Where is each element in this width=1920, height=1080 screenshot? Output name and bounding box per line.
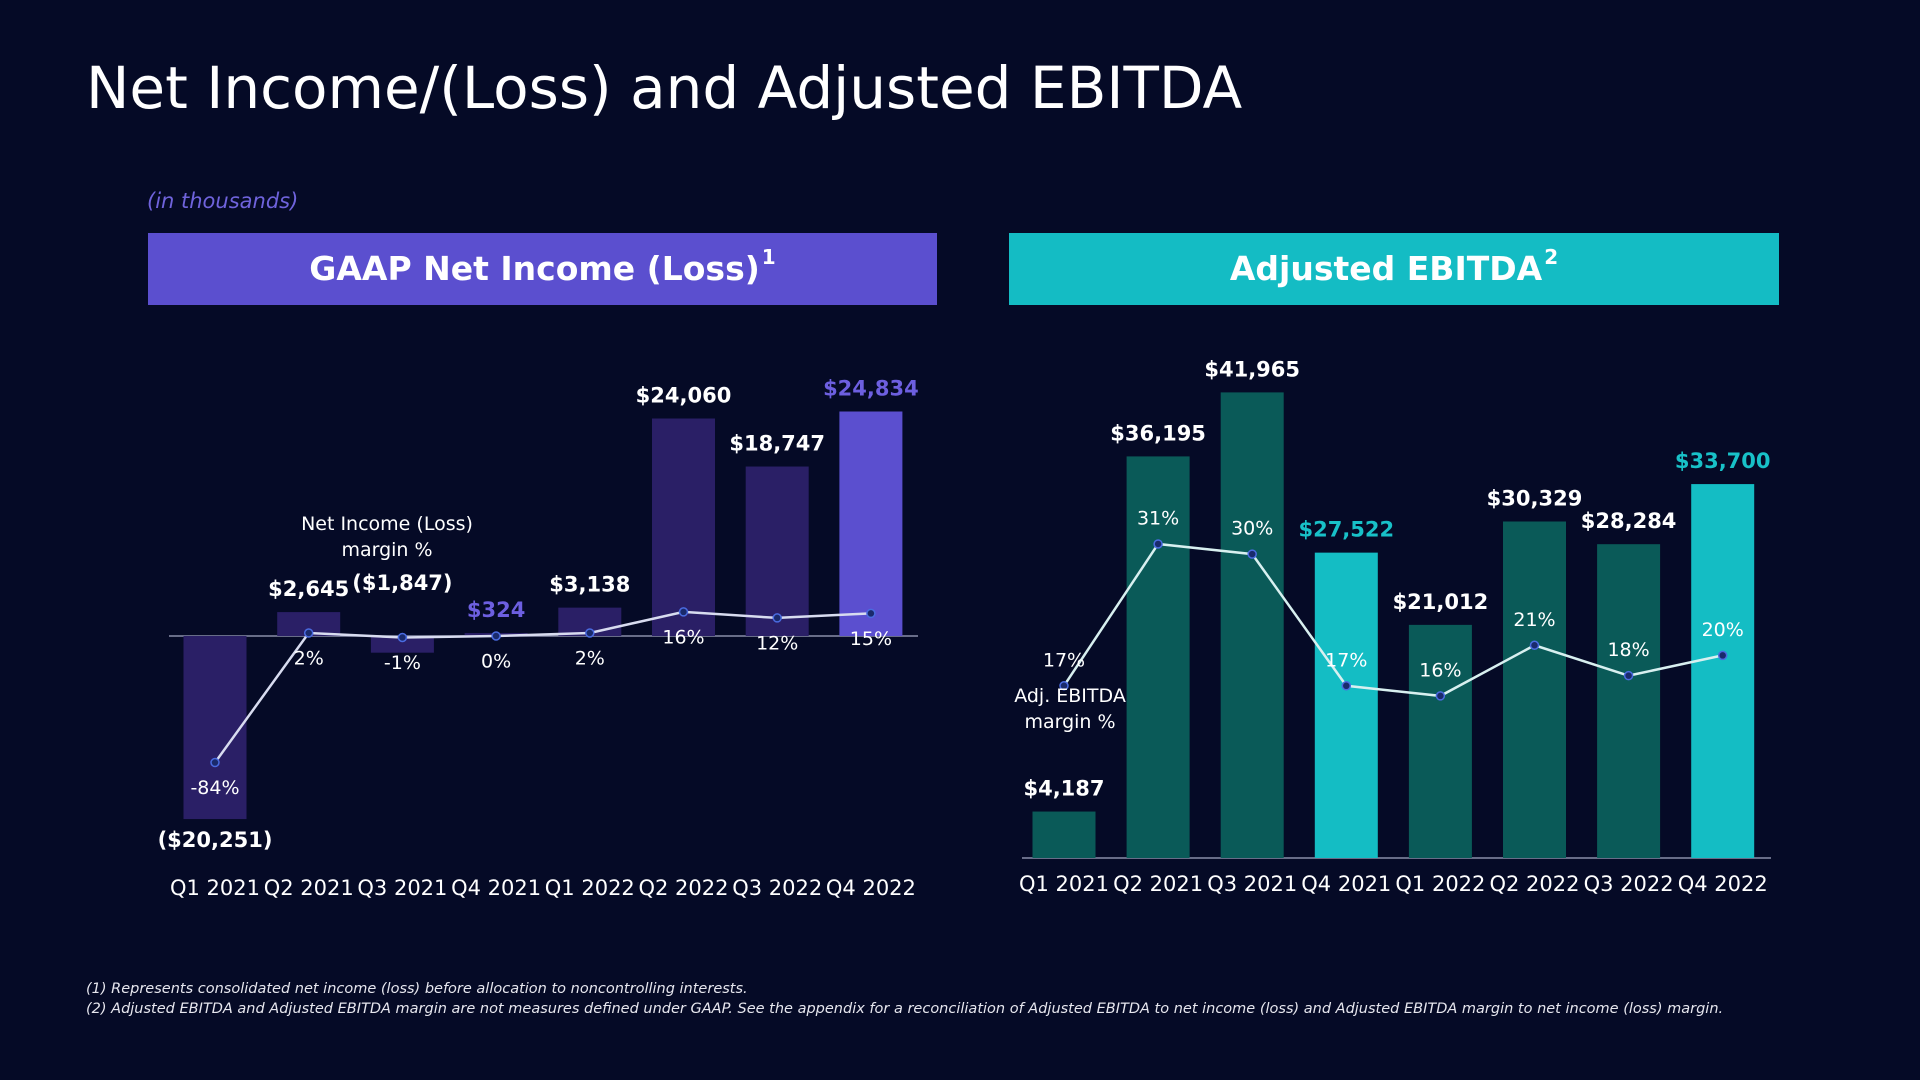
bar [1220,392,1284,858]
x-tick-label: Q4 2022 [1678,872,1768,896]
margin-label: 15% [850,628,892,650]
value-label: $324 [467,598,525,622]
value-label: $24,834 [823,377,919,401]
x-tick-label: Q2 2022 [1489,872,1579,896]
chart-header [1009,233,1779,305]
margin-point [1247,549,1257,559]
margin-label: 2% [294,647,324,669]
x-tick-label: Q2 2021 [264,876,354,900]
chart-title-marker: 1 [762,245,776,269]
margin-label: 21% [1513,609,1555,631]
x-tick-label: Q4 2022 [826,876,916,900]
margin-point [585,628,595,638]
series-annotation: Net Income (Loss) margin % [301,513,473,561]
x-tick-label: Q1 2022 [545,876,635,900]
chart-title: GAAP Net Income (Loss) [309,249,760,288]
value-label: $33,700 [1675,449,1771,473]
margin-label: 31% [1137,507,1179,529]
value-label: $2,645 [268,577,349,601]
value-label: $30,329 [1487,486,1583,510]
footnote: (2) Adjusted EBITDA and Adjusted EBITDA … [86,1001,1723,1017]
chart-header [148,233,937,305]
units-note: (in thousands) [147,189,298,213]
margin-point [1623,670,1634,681]
bar [1408,624,1472,858]
chart-title: Adjusted EBITDA [1230,249,1543,288]
x-tick-label: Q3 2021 [357,876,447,900]
margin-point [772,613,782,623]
bar [1126,456,1190,858]
value-label: $28,284 [1581,509,1677,533]
margin-point [1529,640,1540,651]
x-tick-label: Q1 2021 [1019,872,1109,896]
annotation-box: Net Income (Loss) margin % [301,513,473,561]
margin-point [1059,681,1069,691]
bar [1503,521,1566,858]
x-tick-label: Q2 2021 [1113,872,1203,896]
value-label: ($20,251) [158,828,273,852]
x-tick-label: Q3 2021 [1207,872,1297,896]
slide-title: Net Income/(Loss) and Adjusted EBITDA [86,54,1243,122]
bar [277,612,341,636]
x-tick-label: Q4 2021 [1301,872,1391,896]
value-label: ($1,847) [352,571,452,595]
margin-point [678,607,689,617]
margin-label: 30% [1231,518,1273,540]
margin-label: 0% [481,651,511,673]
margin-label: 17% [1325,649,1367,671]
margin-label: 18% [1607,639,1649,661]
margin-label: -1% [384,652,421,674]
bar [1314,552,1378,858]
x-tick-label: Q3 2022 [1584,872,1674,896]
bar [1691,484,1755,858]
bar [1032,811,1096,858]
footnote: (1) Represents consolidated net income (… [86,981,748,997]
margin-label: 17% [1043,649,1085,671]
margin-point [303,628,314,638]
margin-line [1062,542,1723,698]
value-label: $4,187 [1023,777,1104,801]
margin-point [210,757,220,768]
x-tick-label: Q3 2022 [732,876,822,900]
x-tick-label: Q4 2021 [451,876,541,900]
value-label: $18,747 [729,432,825,456]
margin-point [1435,691,1446,701]
annotation-box: Adj. EBITDA margin % [1014,685,1126,733]
bar [839,411,903,636]
margin-label: -84% [190,777,239,799]
bar [745,466,809,636]
margin-label: 20% [1702,619,1744,641]
margin-line [213,610,871,764]
value-label: $21,012 [1393,590,1489,614]
chart-header-title: Adjusted EBITDA 2 [1230,245,1558,288]
bar [1597,544,1661,858]
margin-point [491,631,501,641]
value-label: $24,060 [636,383,732,407]
chart-title-marker: 2 [1544,245,1558,269]
margin-label: 2% [575,647,605,669]
value-label: $36,195 [1110,421,1206,445]
bar [183,636,247,820]
margin-point [397,632,408,643]
margin-point [1717,650,1728,661]
margin-label: 12% [756,632,798,654]
chart-header-title: GAAP Net Income (Loss) 1 [309,245,775,288]
x-tick-label: Q1 2021 [170,876,260,900]
margin-label: 16% [1419,659,1461,681]
margin-point [1153,539,1163,549]
value-label: $41,965 [1204,357,1300,381]
value-label: $3,138 [549,573,630,597]
bar [370,636,434,653]
x-tick-label: Q1 2022 [1395,872,1485,896]
bar [652,418,715,636]
series-annotation: Adj. EBITDA margin % [1014,685,1126,733]
margin-point [1341,681,1352,691]
value-label: $27,522 [1298,518,1394,542]
x-tick-label: Q2 2022 [638,876,728,900]
margin-label: 16% [662,626,704,648]
margin-point [866,608,876,619]
